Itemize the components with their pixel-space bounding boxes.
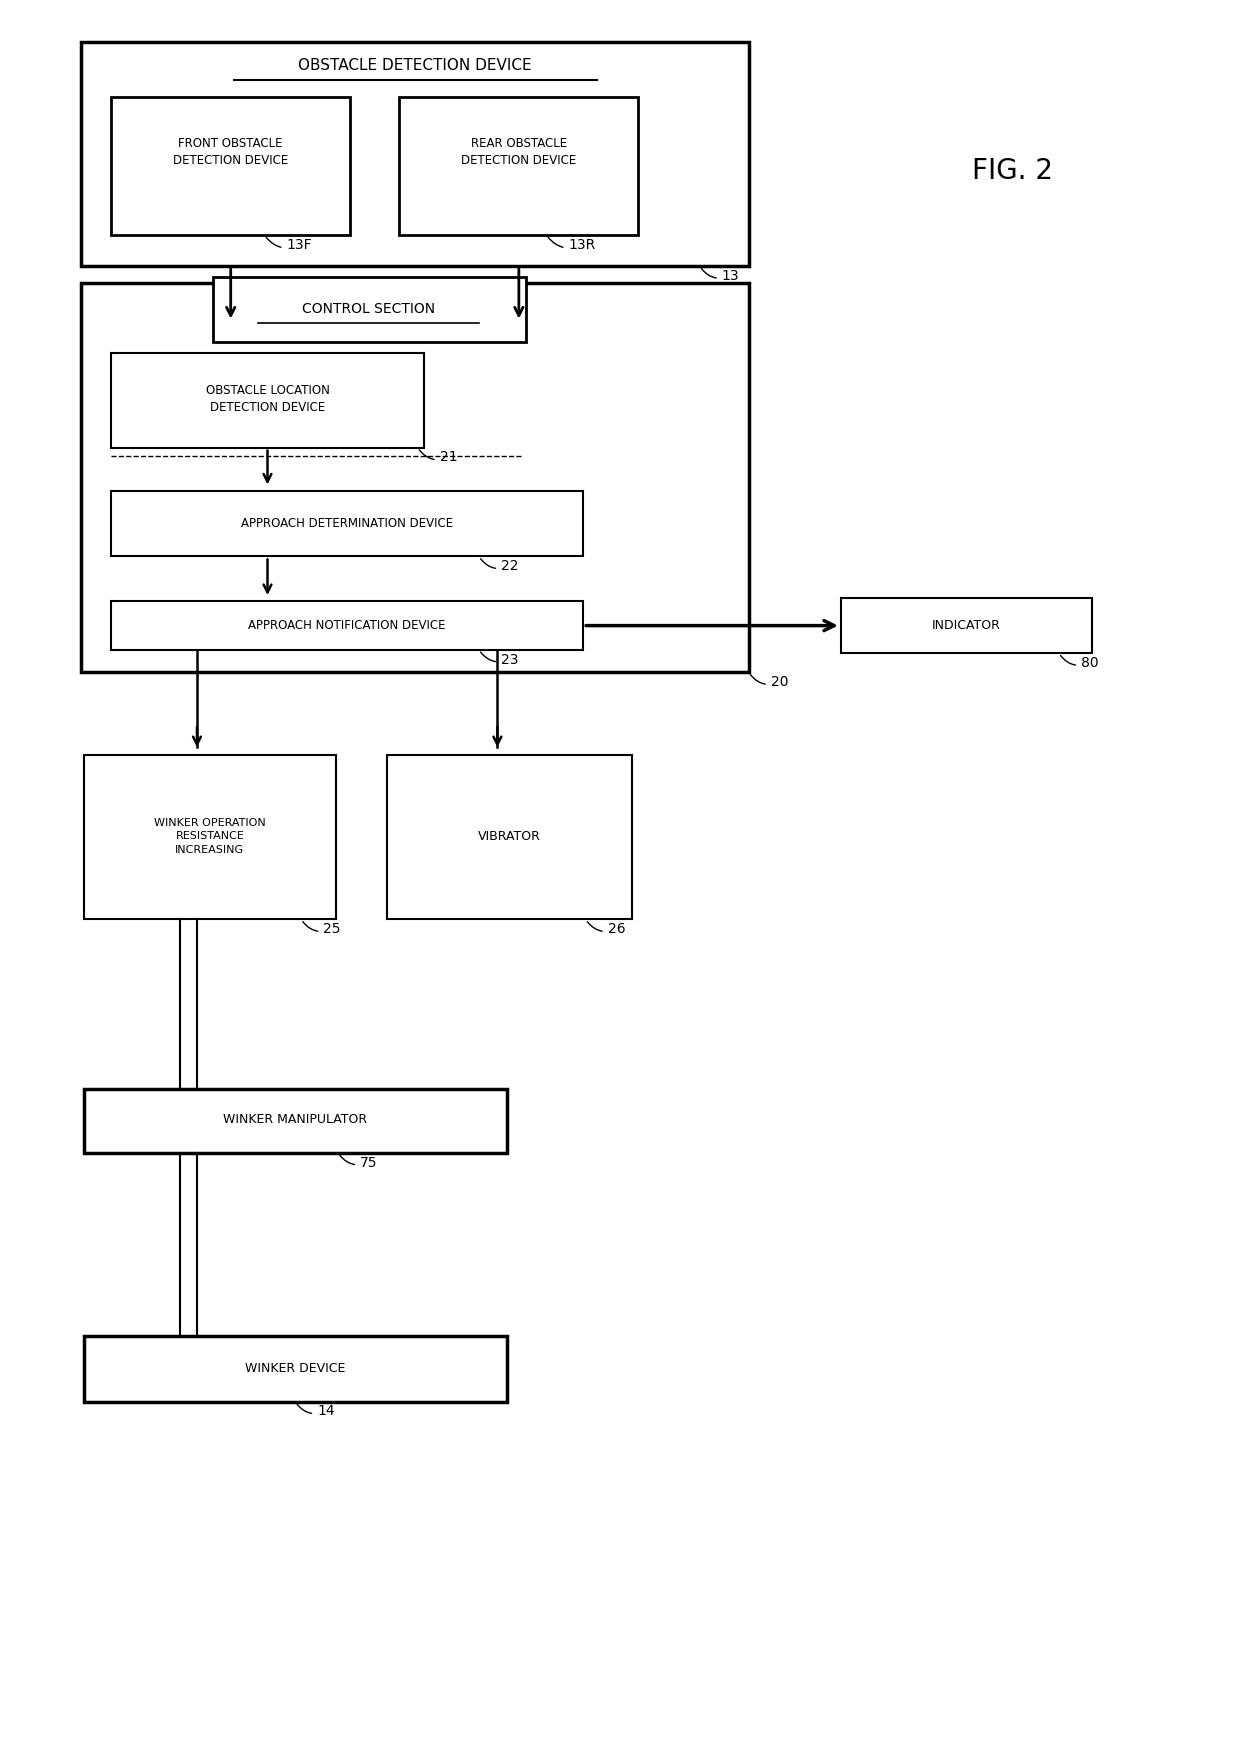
FancyBboxPatch shape (112, 352, 424, 448)
Text: VIBRATOR: VIBRATOR (479, 829, 541, 843)
FancyBboxPatch shape (213, 277, 526, 341)
Text: OBSTACLE DETECTION DEVICE: OBSTACLE DETECTION DEVICE (299, 57, 532, 73)
FancyBboxPatch shape (841, 598, 1092, 653)
Text: 80: 80 (1060, 655, 1099, 671)
FancyBboxPatch shape (112, 491, 583, 556)
Text: 13: 13 (702, 268, 739, 282)
Text: APPROACH NOTIFICATION DEVICE: APPROACH NOTIFICATION DEVICE (248, 618, 446, 632)
FancyBboxPatch shape (84, 1089, 507, 1153)
Text: 22: 22 (481, 559, 518, 573)
Text: OBSTACLE LOCATION
DETECTION DEVICE: OBSTACLE LOCATION DETECTION DEVICE (206, 385, 330, 415)
Text: WINKER DEVICE: WINKER DEVICE (244, 1362, 345, 1374)
Text: 26: 26 (588, 922, 625, 935)
FancyBboxPatch shape (84, 1336, 507, 1402)
Text: 20: 20 (750, 674, 789, 690)
Text: 14: 14 (296, 1404, 335, 1418)
Text: FRONT OBSTACLE
DETECTION DEVICE: FRONT OBSTACLE DETECTION DEVICE (174, 138, 289, 167)
FancyBboxPatch shape (112, 601, 583, 650)
Text: REAR OBSTACLE
DETECTION DEVICE: REAR OBSTACLE DETECTION DEVICE (461, 138, 577, 167)
Text: 13R: 13R (548, 237, 595, 253)
FancyBboxPatch shape (81, 42, 749, 267)
Text: 13F: 13F (267, 237, 312, 253)
Text: INDICATOR: INDICATOR (932, 618, 1001, 632)
Text: APPROACH DETERMINATION DEVICE: APPROACH DETERMINATION DEVICE (241, 517, 454, 530)
FancyBboxPatch shape (399, 98, 639, 235)
FancyBboxPatch shape (84, 756, 336, 920)
Text: WINKER OPERATION
RESISTANCE
INCREASING: WINKER OPERATION RESISTANCE INCREASING (154, 819, 265, 855)
Text: 23: 23 (481, 652, 518, 667)
Text: CONTROL SECTION: CONTROL SECTION (303, 303, 435, 317)
FancyBboxPatch shape (81, 284, 749, 672)
FancyBboxPatch shape (387, 756, 632, 920)
Text: 25: 25 (303, 922, 341, 935)
Text: FIG. 2: FIG. 2 (972, 157, 1053, 185)
Text: WINKER MANIPULATOR: WINKER MANIPULATOR (223, 1113, 367, 1127)
Text: 21: 21 (419, 449, 458, 465)
FancyBboxPatch shape (112, 98, 350, 235)
Text: 75: 75 (340, 1155, 377, 1169)
